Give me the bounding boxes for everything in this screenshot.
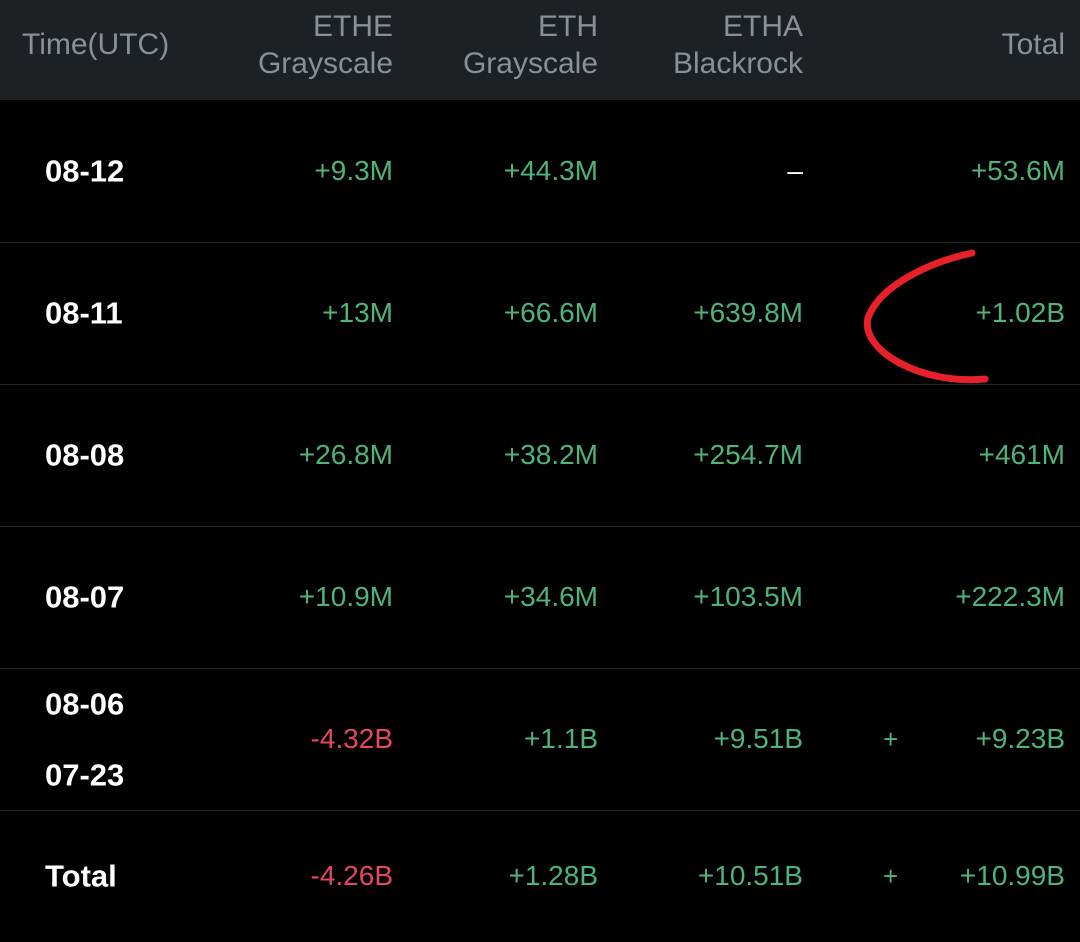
value-cell: +254.7M: [693, 439, 803, 470]
value-cell: –: [787, 155, 803, 186]
value-cell: +1.28B: [508, 860, 598, 891]
header-cell: Total: [1001, 28, 1065, 61]
header-issuer: Grayscale: [462, 47, 598, 80]
time-cell: 08-06: [45, 686, 125, 721]
value-cell: +9.23B: [975, 723, 1065, 754]
value-cell: +26.8M: [298, 439, 393, 470]
value-cell: +461M: [978, 439, 1065, 470]
value-cell: +9.51B: [713, 723, 803, 754]
value-cell: +1.02B: [975, 297, 1065, 328]
row-separator: [0, 668, 1080, 669]
red-annotation: [863, 249, 989, 384]
row-separator: [0, 810, 1080, 811]
table-header: [0, 0, 1080, 100]
time-cell: Total: [45, 858, 117, 894]
header-issuer: Grayscale: [257, 47, 393, 80]
value-cell: +103.5M: [693, 581, 803, 612]
header-issuer: Blackrock: [672, 47, 803, 80]
row-separator: [0, 242, 1080, 243]
header-ticker: ETHA: [722, 10, 803, 43]
value-cell: +66.6M: [503, 297, 598, 328]
value-cell: +13M: [322, 297, 393, 328]
value-cell: +53.6M: [970, 155, 1065, 186]
value-cell: +9.3M: [314, 155, 393, 186]
value-cell: +10.99B: [959, 860, 1065, 891]
header-cell: Time(UTC): [22, 28, 170, 61]
value-cell: +639.8M: [693, 297, 803, 328]
value-cell: +44.3M: [503, 155, 598, 186]
row-separator: [0, 526, 1080, 527]
time-cell: 08-08: [45, 437, 125, 473]
time-cell: 08-07: [45, 579, 125, 615]
value-cell: +34.6M: [503, 581, 598, 612]
time-cell: 08-11: [45, 295, 123, 331]
value-cell: +10.9M: [298, 581, 393, 612]
time-cell: 08-12: [45, 153, 125, 189]
marker: +: [883, 861, 899, 891]
header-ticker: ETHE: [312, 10, 393, 43]
value-cell: +38.2M: [503, 439, 598, 470]
header-ticker: ETH: [538, 10, 598, 43]
value-cell: -4.32B: [310, 723, 394, 754]
value-cell: +1.1B: [524, 723, 598, 754]
value-cell: -4.26B: [310, 860, 394, 891]
value-cell: +222.3M: [955, 581, 1065, 612]
time-cell: 07-23: [45, 757, 125, 792]
value-cell: +10.51B: [697, 860, 803, 891]
row-separator: [0, 384, 1080, 385]
marker: +: [883, 724, 899, 754]
